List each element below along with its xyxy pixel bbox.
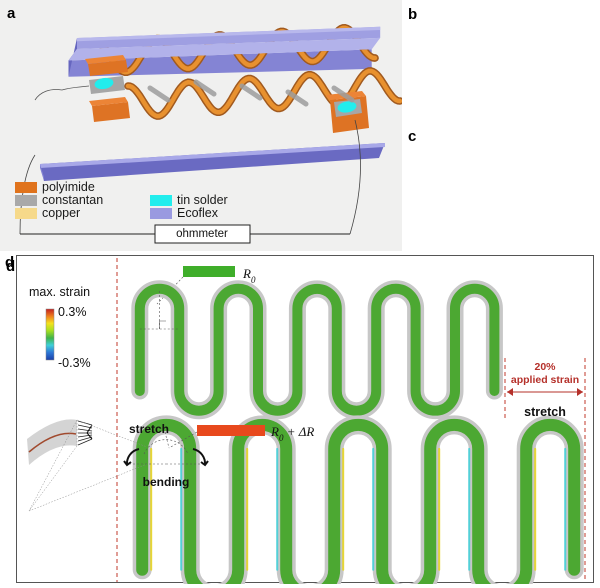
svg-text:-0.3%: -0.3%	[58, 356, 91, 370]
svg-text:0.3%: 0.3%	[58, 305, 87, 319]
svg-text:copper: copper	[42, 206, 80, 220]
svg-text:constantan: constantan	[42, 193, 103, 207]
svg-text:stretch: stretch	[524, 405, 566, 419]
svg-text:ohmmeter: ohmmeter	[176, 228, 228, 240]
svg-text:stretch: stretch	[129, 422, 169, 436]
svg-text:applied strain: applied strain	[511, 374, 579, 386]
svg-text:bending: bending	[143, 475, 190, 489]
svg-text:20%: 20%	[534, 361, 556, 373]
svg-text:max. strain: max. strain	[29, 285, 90, 299]
svg-text:tin solder: tin solder	[177, 193, 228, 207]
svg-text:Ecoflex: Ecoflex	[177, 206, 219, 220]
svg-text:polyimide: polyimide	[42, 180, 95, 194]
